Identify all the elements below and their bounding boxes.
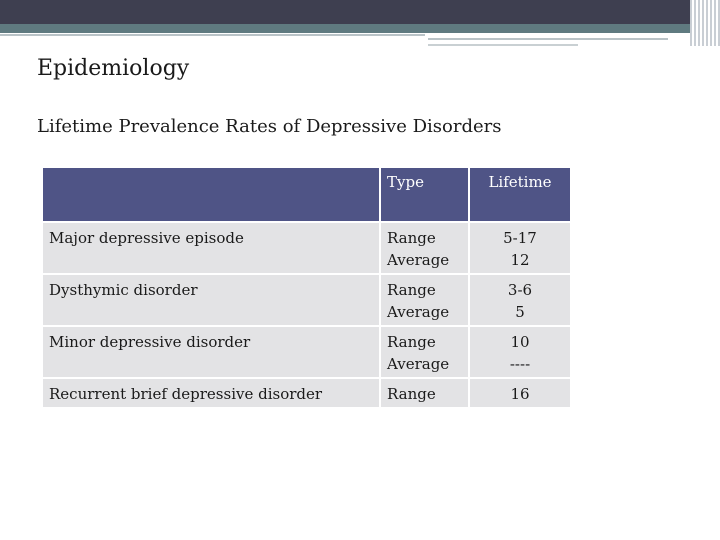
type-cell: Range [380, 377, 470, 407]
header-lifetime: Lifetime [469, 168, 572, 222]
header-disorder [43, 168, 381, 222]
type-line: Range [387, 281, 436, 299]
disorder-cell: Minor depressive disorder [43, 325, 381, 378]
decorative-line [428, 38, 668, 40]
type-line: Range [387, 229, 436, 247]
top-banner [0, 0, 720, 24]
lifetime-line: 10 [510, 333, 530, 351]
lifetime-cell: 10 ---- [469, 325, 572, 378]
type-line: Average [387, 355, 450, 373]
lifetime-line: 5 [515, 303, 525, 321]
table-row: Dysthymic disorder Range Average 3-6 5 [43, 273, 572, 326]
type-cell: Range Average [380, 325, 470, 378]
type-line: Average [387, 303, 450, 321]
table-row: Major depressive episode Range Average 5… [43, 221, 572, 274]
type-cell: Range Average [380, 221, 470, 274]
top-accent-band [0, 24, 720, 33]
lifetime-cell: 5-17 12 [469, 221, 572, 274]
lifetime-cell: 16 [469, 377, 572, 407]
slide-title: Epidemiology [37, 56, 190, 81]
lifetime-line: ---- [509, 355, 531, 373]
lifetime-line: 16 [510, 385, 530, 403]
type-cell: Range Average [380, 273, 470, 326]
lifetime-cell: 3-6 5 [469, 273, 572, 326]
disorder-cell: Dysthymic disorder [43, 273, 381, 326]
table-header-row: Type Lifetime [43, 168, 572, 222]
lifetime-line: 12 [510, 251, 530, 269]
header-type: Type [380, 168, 470, 222]
lifetime-line: 3-6 [507, 281, 533, 299]
decorative-line [428, 44, 578, 46]
type-line: Range [387, 385, 436, 403]
table-row: Minor depressive disorder Range Average … [43, 325, 572, 378]
disorder-cell: Major depressive episode [43, 221, 381, 274]
slide-subtitle: Lifetime Prevalence Rates of Depressive … [37, 116, 502, 137]
decorative-stripes [690, 0, 720, 46]
lifetime-line: 5-17 [503, 229, 537, 247]
type-line: Range [387, 333, 436, 351]
table-row: Recurrent brief depressive disorder Rang… [43, 377, 572, 407]
prevalence-table: Type Lifetime Major depressive episode R… [43, 168, 572, 407]
decorative-line [0, 34, 425, 36]
disorder-cell: Recurrent brief depressive disorder [43, 377, 381, 407]
type-line: Average [387, 251, 450, 269]
